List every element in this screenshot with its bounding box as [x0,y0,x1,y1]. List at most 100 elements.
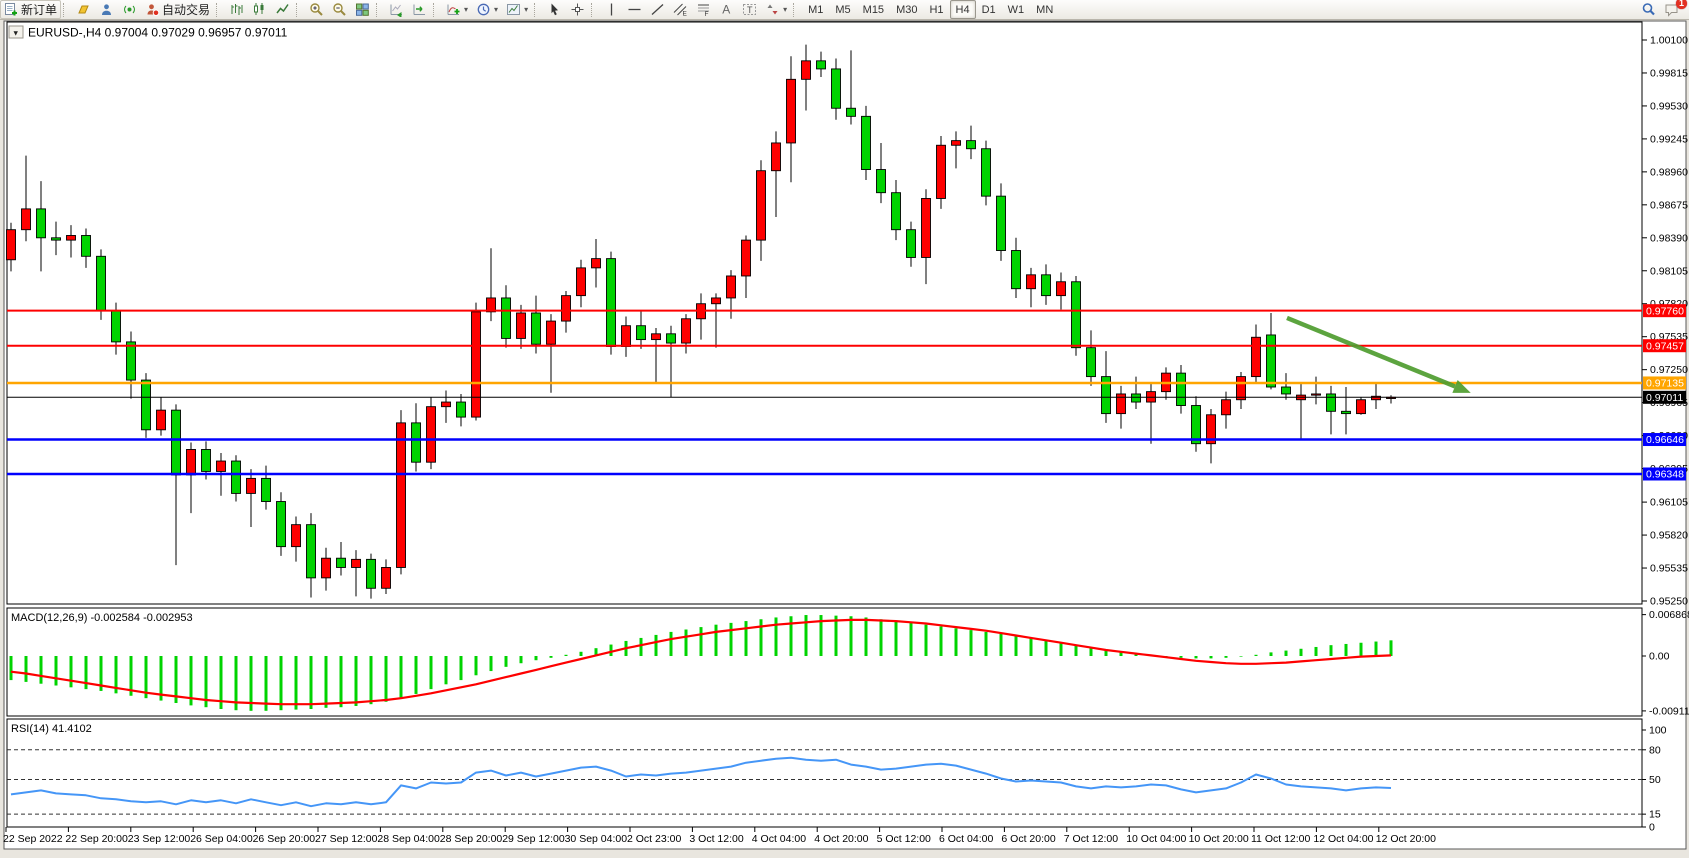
svg-text:0.98960: 0.98960 [1650,166,1688,178]
trend-arrow[interactable] [1286,315,1471,393]
svg-text:0.97011: 0.97011 [1646,392,1683,404]
svg-text:50: 50 [1649,774,1661,786]
svg-text:12 Oct 04:00: 12 Oct 04:00 [1313,833,1373,845]
toolbar-separator [591,2,597,17]
svg-text:0.95250: 0.95250 [1650,595,1688,607]
timeframe-d1-button[interactable]: D1 [981,3,996,16]
svg-text:4 Oct 04:00: 4 Oct 04:00 [752,833,806,845]
zoom-in-button[interactable] [305,0,328,19]
svg-text:0.99530: 0.99530 [1650,100,1688,112]
chevron-down-icon: ▼ [12,29,19,38]
toolbar-separator [63,2,69,17]
svg-text:30 Sep 04:00: 30 Sep 04:00 [565,833,628,845]
toolbar-group: ▾ ▾ ▾ [442,0,532,19]
macd-signal-line [10,618,1392,706]
symbol-dropdown-button[interactable] [8,25,24,39]
price-pane-surface[interactable] [6,21,1643,605]
crosshair-icon [570,2,585,17]
tile-windows-button[interactable] [351,0,374,19]
toolbar-group [225,0,294,19]
candle-chart-button[interactable] [248,0,271,19]
svg-text:0.98390: 0.98390 [1650,232,1688,244]
toolbar-group [543,0,589,19]
expert-advisor-button[interactable] [95,0,118,19]
timeframe-m5-button[interactable]: M5 [835,3,851,16]
fibonacci-button[interactable]: F [692,0,715,19]
periods-icon [476,2,491,17]
chart-shift-button[interactable] [408,0,431,19]
new-order-button[interactable]: 新订单 [0,0,62,19]
bar-chart-button[interactable] [225,0,248,19]
timeframe-m1-button[interactable]: M1 [808,3,824,16]
svg-text:28 Sep 04:00: 28 Sep 04:00 [377,833,440,845]
svg-text:0.95820: 0.95820 [1650,530,1688,542]
svg-text:23 Sep 12:00: 23 Sep 12:00 [128,833,191,845]
price-level-badge [1643,433,1686,447]
crosshair-button[interactable] [566,0,589,19]
horizontal-line-button[interactable] [623,0,646,19]
trendline-button[interactable] [646,0,669,19]
macd-histogram [9,615,1393,711]
timeframe-w1-button[interactable]: W1 [1007,3,1025,16]
timeframe-h4-button[interactable]: H4 [949,0,976,19]
chevron-down-icon[interactable]: ▾ [494,5,499,14]
timeframe-m30-button[interactable]: M30 [896,3,918,16]
cursor-button[interactable] [543,0,566,19]
toolbar-separator [296,2,302,17]
toolbar-separator [216,2,222,17]
timeframe-mn-button[interactable]: MN [1036,3,1054,16]
svg-text:29 Sep 12:00: 29 Sep 12:00 [502,833,565,845]
main-toolbar: 新订单 自动交易 ▾ ▾ ▾ E F A T ▾ M1 M5 M15 M30 H1 H4 D1 W1 MN 1 [0,0,1689,20]
text-label-button[interactable]: T [738,0,761,19]
svg-text:4 Oct 20:00: 4 Oct 20:00 [814,833,868,845]
svg-text:0.96105: 0.96105 [1650,497,1688,509]
autotrade-icon [145,2,160,17]
svg-text:5 Oct 12:00: 5 Oct 12:00 [877,833,931,845]
toolbar-group [305,0,374,19]
svg-text:28 Sep 20:00: 28 Sep 20:00 [440,833,503,845]
highlighter-button[interactable] [72,0,95,19]
new-order-button-label: 新订单 [21,3,58,17]
equidistant-channel-button[interactable]: E [669,0,692,19]
indicators-button[interactable]: ▾ [442,0,472,19]
toolbar-separator [793,2,799,17]
autotrading-button-label: 自动交易 [162,3,211,17]
arrows-icon [765,2,780,17]
svg-text:0.006868: 0.006868 [1649,609,1689,621]
candle-chart-icon [252,2,267,17]
zoom-out-button[interactable] [328,0,351,19]
time-axis: 22 Sep 2022 22 Sep 20:00 23 Sep 12:00 26 Se… [3,827,1436,845]
rsi-label: RSI(14) 41.4102 [11,723,92,735]
horizontal-lines[interactable]: 0.97760 0.97457 0.97135 0.97011 0.96646 0.963… [7,304,1686,481]
timeframe-m15-button[interactable]: M15 [862,3,885,16]
chevron-down-icon[interactable]: ▾ [464,5,469,14]
templates-button[interactable]: ▾ [502,0,532,19]
auto-scroll-button[interactable] [385,0,408,19]
notifications-button[interactable]: 1 [1660,0,1687,19]
fibonacci-icon: F [696,2,711,17]
periods-button[interactable]: ▾ [472,0,502,19]
rsi-pane-surface[interactable] [6,718,1643,828]
chevron-down-icon[interactable]: ▾ [524,5,529,14]
autotrading-button[interactable]: 自动交易 [141,0,214,19]
svg-text:10 Oct 20:00: 10 Oct 20:00 [1189,833,1249,845]
line-chart-icon [275,2,290,17]
timeframe-h1-button[interactable]: H1 [929,3,944,16]
chevron-down-icon[interactable]: ▾ [783,5,788,14]
arrows-button[interactable]: ▾ [761,0,791,19]
line-chart-button[interactable] [271,0,294,19]
svg-text:6 Oct 04:00: 6 Oct 04:00 [939,833,993,845]
signal-button[interactable] [118,0,141,19]
svg-text:0.97457: 0.97457 [1646,340,1684,352]
text-button[interactable]: A [715,0,738,19]
svg-text:11 Oct 12:00: 11 Oct 12:00 [1251,833,1311,845]
search-button[interactable] [1637,0,1660,19]
toolbar-group [385,0,431,19]
toolbar-group: 新订单 [0,0,62,19]
svg-text:0.98105: 0.98105 [1650,265,1688,277]
vertical-line-button[interactable] [600,0,623,19]
toolbar-separator [534,2,540,17]
svg-text:15: 15 [1649,809,1661,821]
svg-text:0.99815: 0.99815 [1650,67,1688,79]
